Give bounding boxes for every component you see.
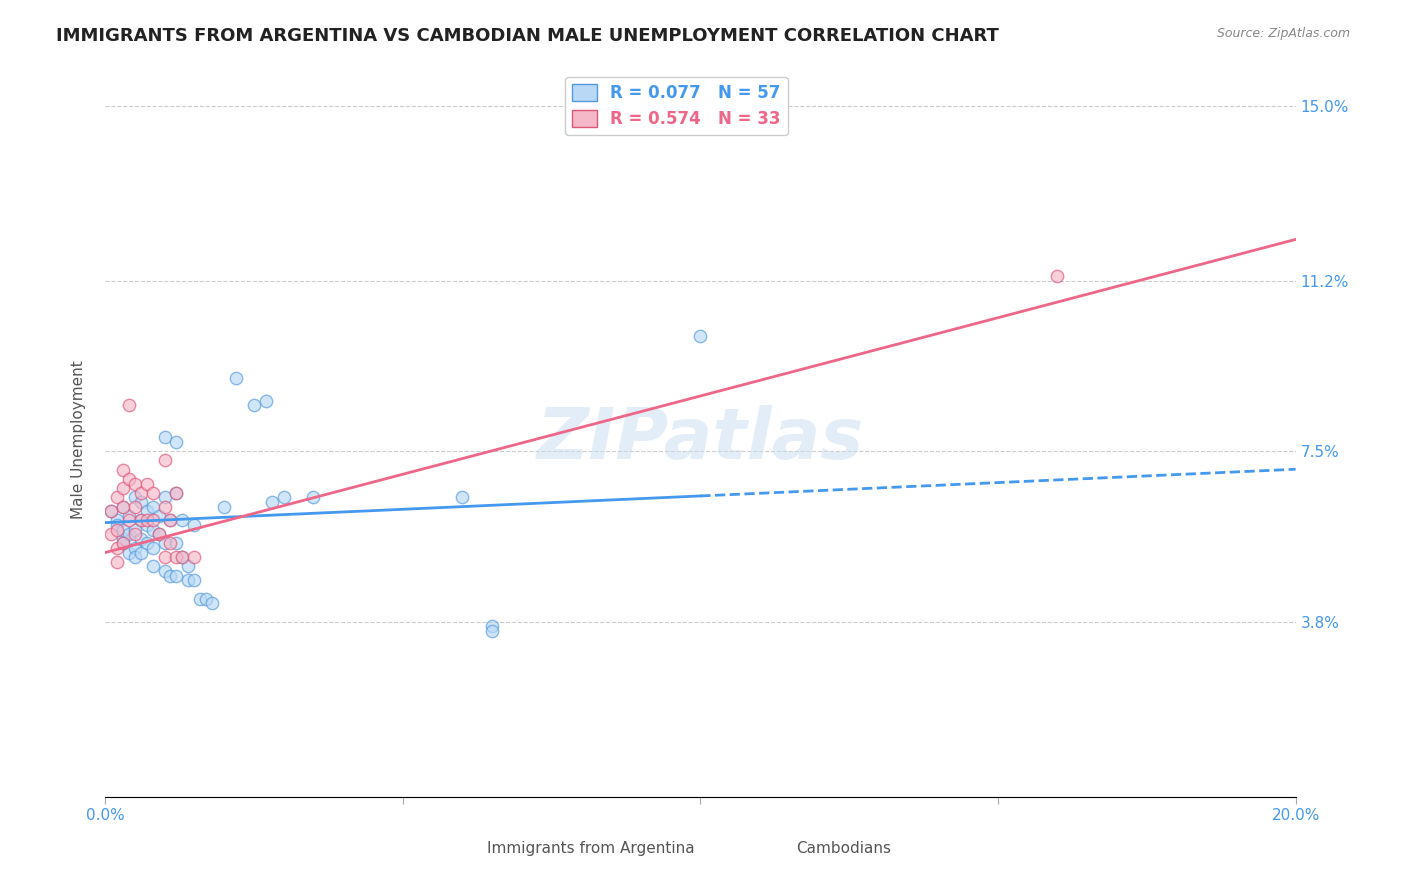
- Point: [111, 500, 134, 514]
- Point: [124, 523, 146, 537]
- Point: [201, 596, 224, 610]
- Point: [148, 527, 170, 541]
- Point: [135, 504, 157, 518]
- Point: [111, 536, 134, 550]
- Text: Immigrants from Argentina: Immigrants from Argentina: [486, 841, 695, 856]
- Point: [159, 513, 181, 527]
- Point: [481, 624, 503, 638]
- Point: [118, 398, 141, 412]
- Point: [142, 541, 165, 555]
- Text: IMMIGRANTS FROM ARGENTINA VS CAMBODIAN MALE UNEMPLOYMENT CORRELATION CHART: IMMIGRANTS FROM ARGENTINA VS CAMBODIAN M…: [56, 27, 1000, 45]
- Point: [129, 485, 152, 500]
- Point: [159, 513, 181, 527]
- Point: [135, 518, 157, 533]
- Point: [118, 527, 141, 541]
- Point: [165, 435, 187, 450]
- Point: [260, 495, 283, 509]
- Point: [225, 370, 247, 384]
- Point: [159, 536, 181, 550]
- Point: [124, 550, 146, 565]
- Point: [165, 536, 187, 550]
- Point: [135, 536, 157, 550]
- Point: [111, 463, 134, 477]
- Point: [118, 472, 141, 486]
- Point: [100, 527, 122, 541]
- Point: [172, 550, 194, 565]
- Point: [188, 591, 211, 606]
- Point: [254, 393, 277, 408]
- Point: [142, 523, 165, 537]
- Point: [111, 481, 134, 495]
- Point: [153, 500, 176, 514]
- Point: [129, 513, 152, 527]
- Point: [142, 500, 165, 514]
- Point: [451, 491, 474, 505]
- Point: [111, 532, 134, 546]
- Point: [302, 491, 325, 505]
- Point: [273, 491, 295, 505]
- Point: [153, 430, 176, 444]
- Point: [243, 398, 266, 412]
- Point: [177, 573, 200, 587]
- Point: [153, 491, 176, 505]
- Point: [165, 550, 187, 565]
- Point: [183, 518, 205, 533]
- Point: [1046, 269, 1069, 284]
- Text: Source: ZipAtlas.com: Source: ZipAtlas.com: [1216, 27, 1350, 40]
- Point: [172, 513, 194, 527]
- Point: [118, 545, 141, 559]
- Point: [124, 491, 146, 505]
- Point: [105, 513, 128, 527]
- Point: [212, 500, 235, 514]
- Point: [124, 500, 146, 514]
- Point: [105, 541, 128, 555]
- Point: [105, 491, 128, 505]
- Point: [124, 476, 146, 491]
- Point: [153, 550, 176, 565]
- Point: [165, 485, 187, 500]
- Point: [111, 536, 134, 550]
- Point: [142, 485, 165, 500]
- Point: [177, 559, 200, 574]
- Point: [129, 495, 152, 509]
- Point: [105, 518, 128, 533]
- Point: [165, 485, 187, 500]
- Point: [195, 591, 218, 606]
- Point: [111, 523, 134, 537]
- Point: [124, 541, 146, 555]
- Point: [153, 453, 176, 467]
- Point: [129, 513, 152, 527]
- Point: [183, 550, 205, 565]
- Point: [172, 550, 194, 565]
- Point: [153, 564, 176, 578]
- Point: [118, 508, 141, 523]
- Point: [129, 545, 152, 559]
- Point: [689, 329, 711, 343]
- Point: [148, 508, 170, 523]
- Point: [135, 476, 157, 491]
- Point: [481, 619, 503, 633]
- Point: [159, 568, 181, 582]
- Point: [105, 523, 128, 537]
- Point: [100, 504, 122, 518]
- Point: [165, 568, 187, 582]
- Point: [142, 559, 165, 574]
- Point: [100, 504, 122, 518]
- Point: [111, 500, 134, 514]
- Legend: R = 0.077   N = 57, R = 0.574   N = 33: R = 0.077 N = 57, R = 0.574 N = 33: [565, 77, 787, 135]
- Point: [148, 527, 170, 541]
- Point: [129, 532, 152, 546]
- Point: [142, 513, 165, 527]
- Point: [118, 513, 141, 527]
- Point: [153, 536, 176, 550]
- Point: [135, 513, 157, 527]
- Text: ZIPatlas: ZIPatlas: [537, 405, 863, 475]
- Point: [124, 527, 146, 541]
- Text: Cambodians: Cambodians: [796, 841, 891, 856]
- Point: [183, 573, 205, 587]
- Point: [105, 555, 128, 569]
- Y-axis label: Male Unemployment: Male Unemployment: [72, 360, 86, 519]
